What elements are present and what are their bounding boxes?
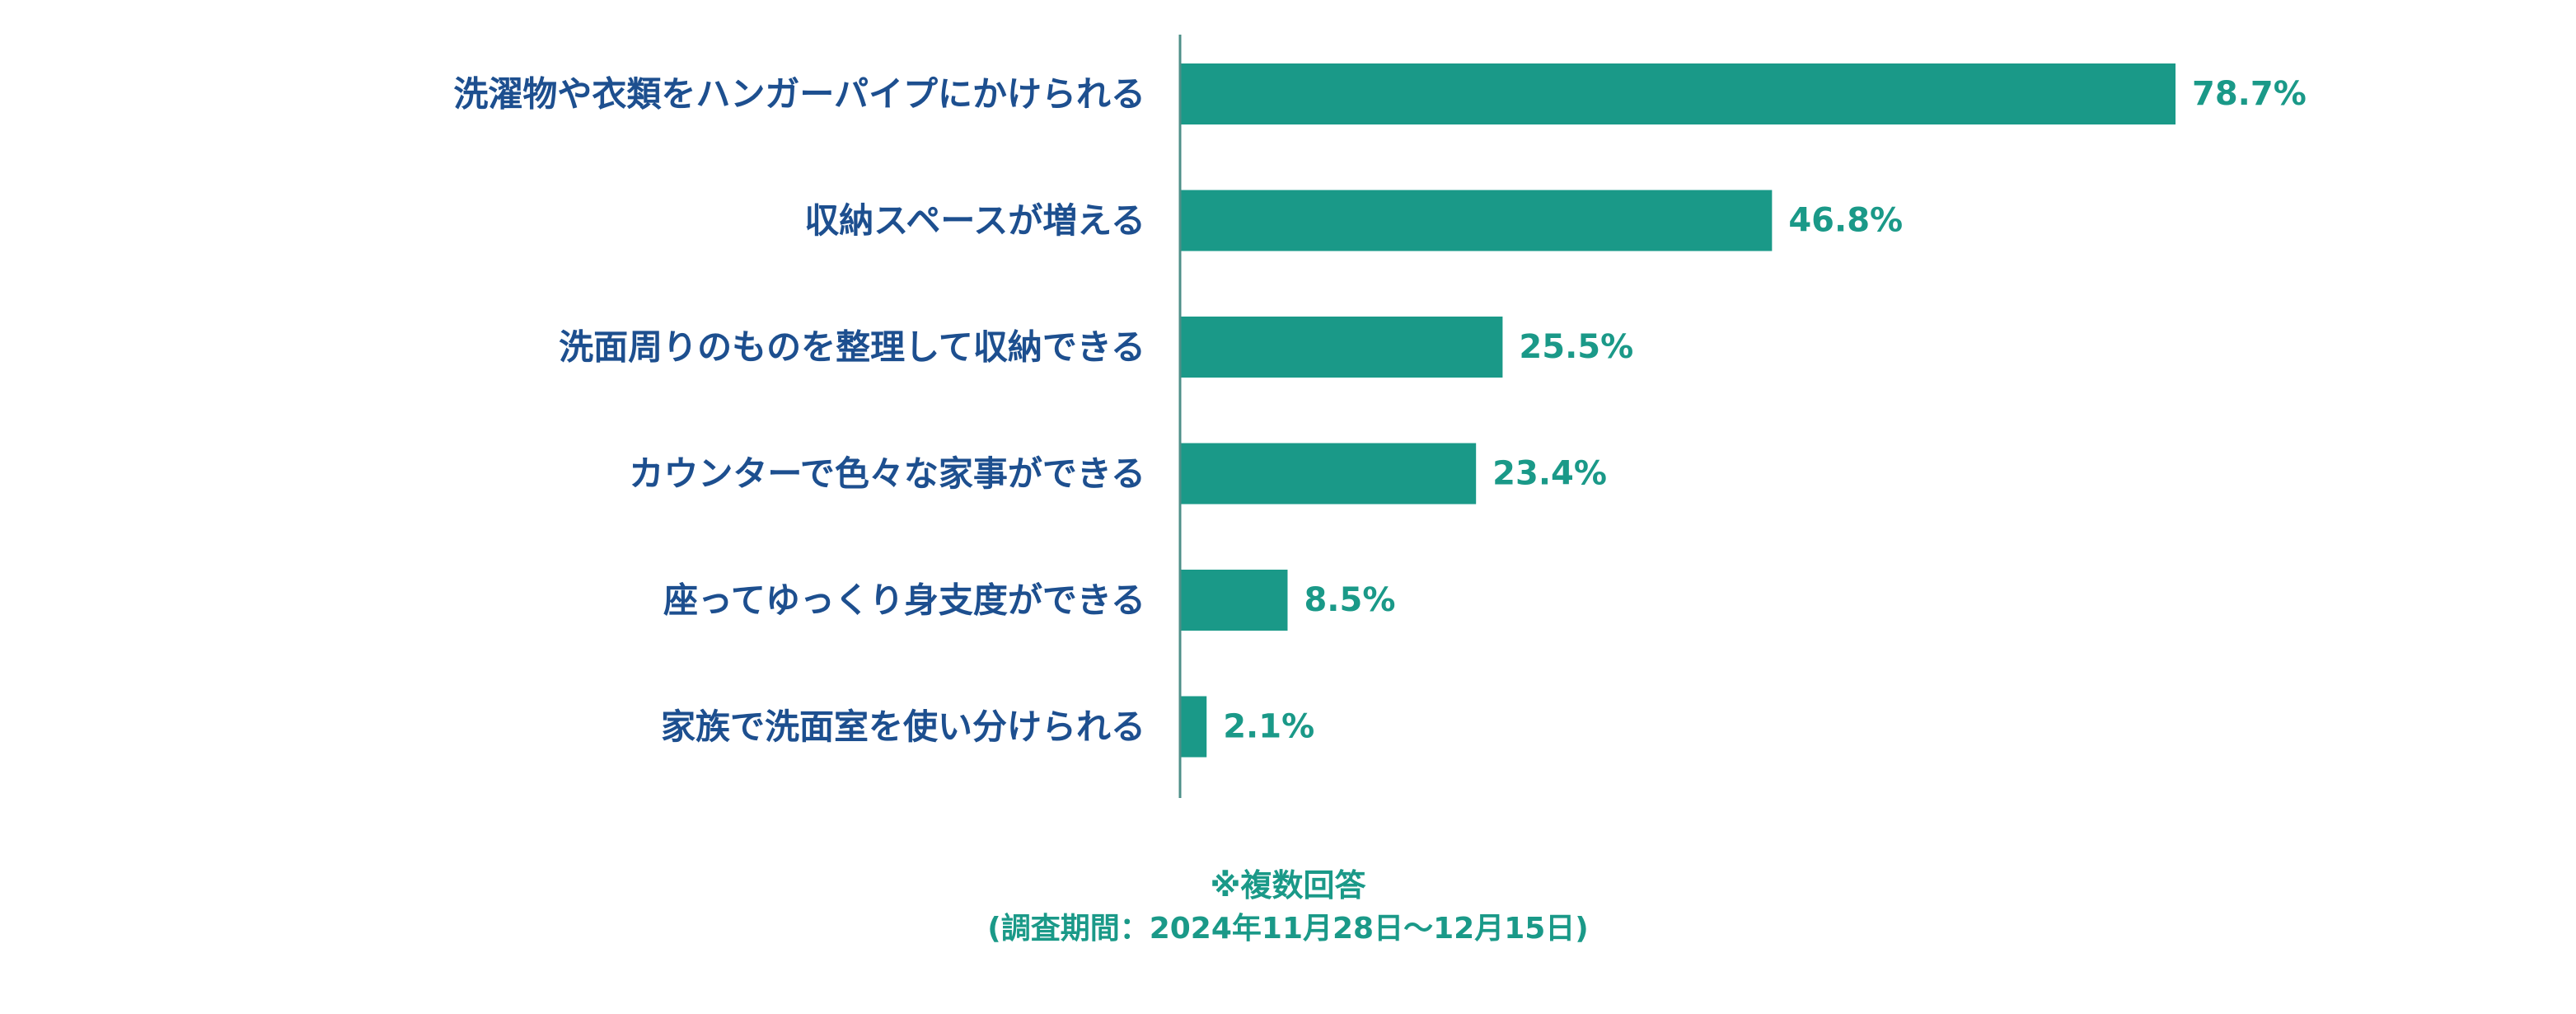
bar-1 <box>1180 63 2176 124</box>
value-label-2: 46.8% <box>1788 202 1903 240</box>
bar-4 <box>1180 443 1477 505</box>
value-label-4: 23.4% <box>1492 455 1607 493</box>
category-label-2: 収納スペースが増える <box>804 200 1145 241</box>
category-label-5: 座ってゆっくり身支度ができる <box>663 580 1145 621</box>
value-label-3: 25.5% <box>1519 328 1633 366</box>
bar-2 <box>1180 190 1773 251</box>
bar-5 <box>1180 570 1288 631</box>
bar-3 <box>1180 317 1503 378</box>
category-label-6: 家族で洗面室を使い分けられる <box>661 707 1145 747</box>
value-label-1: 78.7% <box>2192 75 2307 113</box>
category-label-3: 洗面周りのものを整理して収納できる <box>559 327 1145 368</box>
category-label-1: 洗濯物や衣類をハンガーパイプにかけられる <box>453 74 1145 115</box>
value-label-5: 8.5% <box>1304 581 1395 619</box>
multiple-answer-note: ※複数回答 <box>1210 867 1366 904</box>
category-label-4: カウンターで色々な家事ができる <box>629 453 1145 494</box>
bar-6 <box>1180 696 1207 758</box>
value-label-6: 2.1% <box>1223 708 1314 746</box>
survey-period-note: (調査期間：2024年11月28日～12月15日) <box>987 912 1589 946</box>
